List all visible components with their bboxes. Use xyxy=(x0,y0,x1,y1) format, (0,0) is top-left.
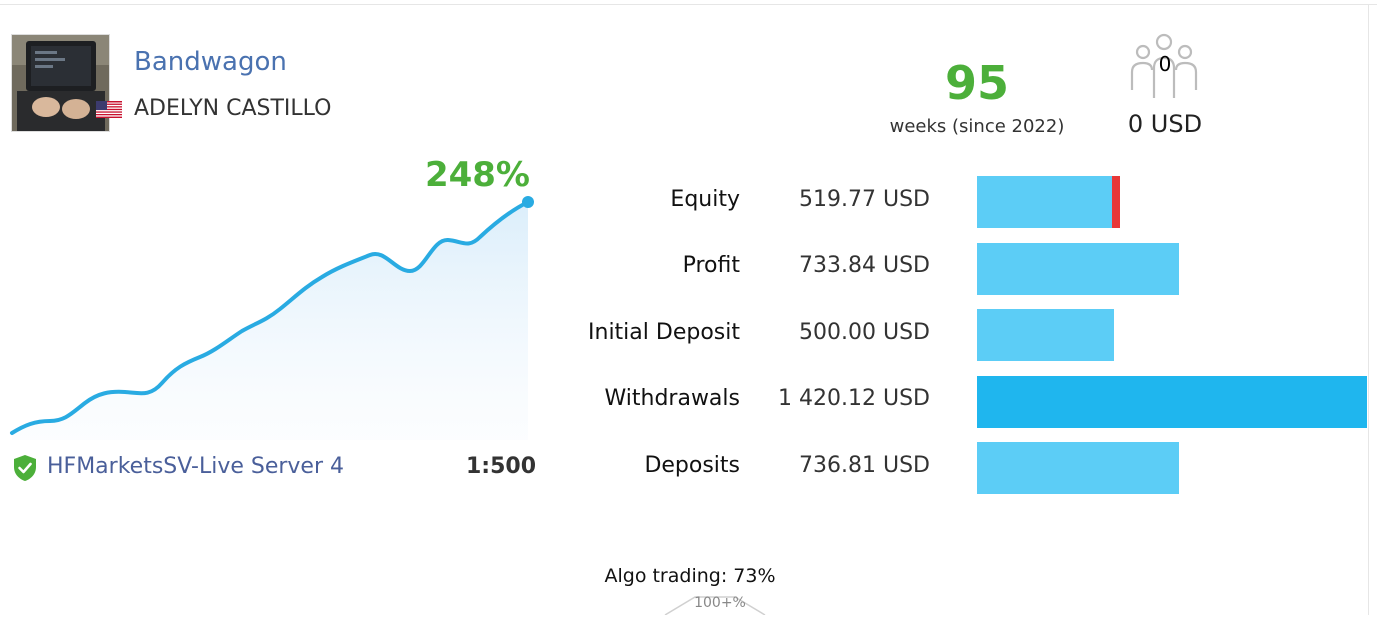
subscribers-icon xyxy=(1128,32,1200,102)
server-name[interactable]: HFMarketsSV-Live Server 4 xyxy=(47,454,344,479)
verified-shield-icon xyxy=(12,454,38,482)
stat-label-deposits: Deposits xyxy=(644,453,740,478)
right-divider xyxy=(1368,4,1369,615)
stat-bar-withdrawals xyxy=(977,376,1367,428)
leverage: 1:500 xyxy=(465,454,536,479)
equity-marker xyxy=(1112,176,1120,228)
algo-gauge-label: 100+% xyxy=(694,595,746,611)
algo-trading-label: Algo trading: 73% xyxy=(604,565,776,587)
growth-chart[interactable] xyxy=(0,185,545,445)
algo-gauge xyxy=(660,592,770,616)
weeks-count: 95 xyxy=(944,56,1009,110)
subscribers-count: 0 xyxy=(1158,52,1172,76)
avatar[interactable] xyxy=(11,34,110,132)
owner-name: ADELYN CASTILLO xyxy=(134,96,332,121)
stat-bar-initial-deposit xyxy=(977,309,1114,361)
growth-area xyxy=(12,202,528,440)
weeks-label: weeks (since 2022) xyxy=(889,116,1065,137)
stat-label-profit: Profit xyxy=(682,253,740,278)
growth-percent: 248% xyxy=(424,155,530,195)
account-name-link[interactable]: Bandwagon xyxy=(134,47,287,77)
stat-label-withdrawals: Withdrawals xyxy=(604,386,741,411)
stat-label-equity: Equity xyxy=(670,187,740,212)
top-divider xyxy=(0,4,1377,5)
us-flag-icon xyxy=(96,101,122,118)
stat-value-deposits: 736.81 USD xyxy=(799,453,930,478)
stat-value-initial-deposit: 500.00 USD xyxy=(799,320,930,345)
stat-bar-equity xyxy=(977,176,1120,228)
subscribers-funds: 0 USD xyxy=(1127,110,1203,138)
stat-bar-deposits xyxy=(977,442,1179,494)
growth-line xyxy=(10,200,530,435)
stat-value-equity: 519.77 USD xyxy=(799,187,930,212)
stat-value-withdrawals: 1 420.12 USD xyxy=(778,386,930,411)
growth-endpoint xyxy=(522,196,534,208)
stat-bar-profit xyxy=(977,243,1179,295)
stat-value-profit: 733.84 USD xyxy=(799,253,930,278)
stat-label-initial-deposit: Initial Deposit xyxy=(588,320,740,345)
